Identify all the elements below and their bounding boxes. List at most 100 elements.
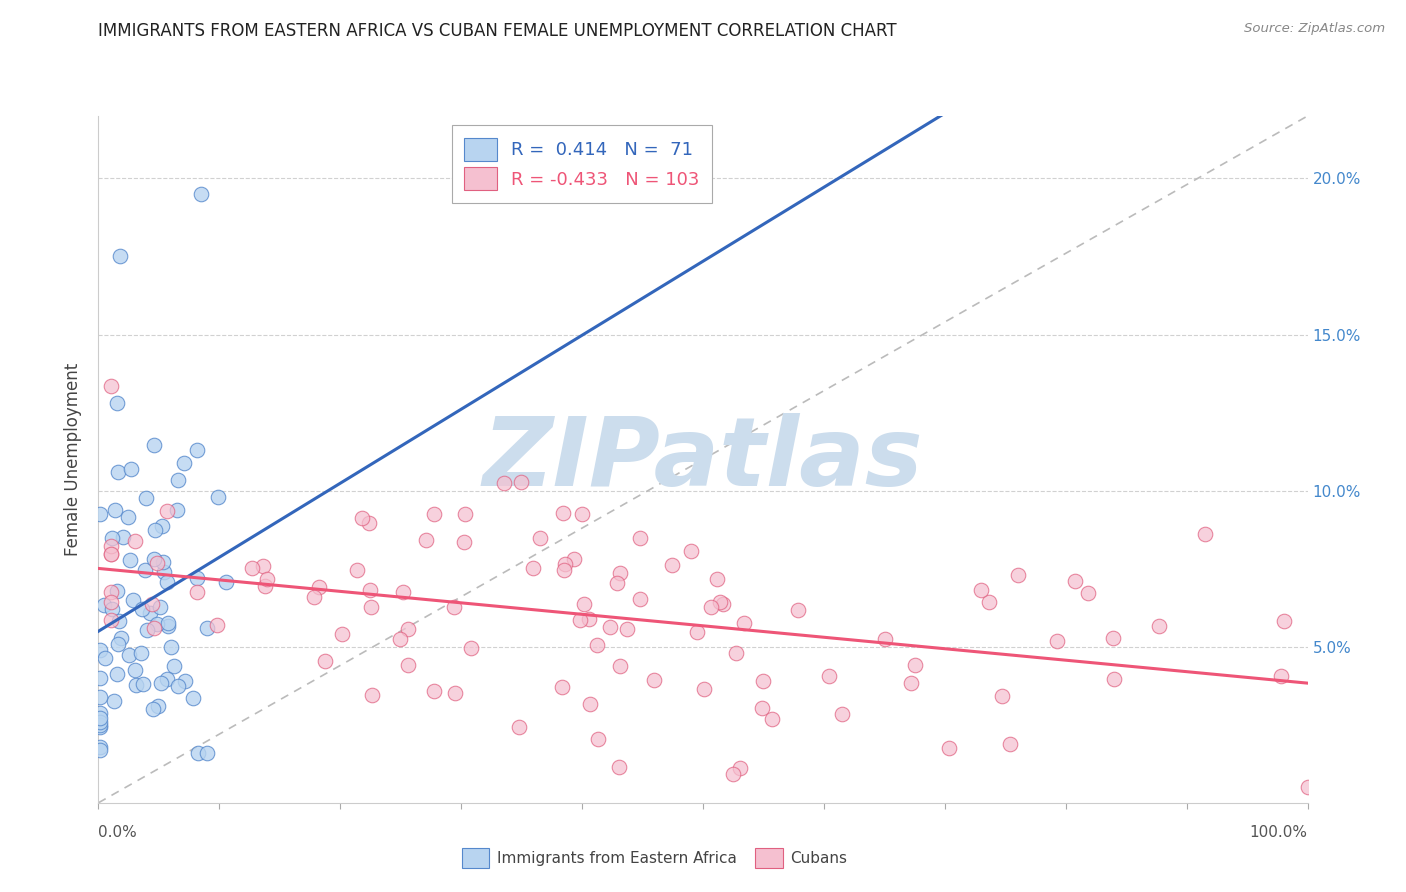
Point xyxy=(89,706,111,720)
Point xyxy=(733,615,755,630)
Point xyxy=(146,616,169,631)
Point xyxy=(149,600,172,615)
Point xyxy=(1007,568,1029,582)
Point xyxy=(124,534,146,549)
Point xyxy=(159,640,181,655)
Point xyxy=(240,561,263,575)
Point xyxy=(100,547,122,561)
Text: ZIPatlas: ZIPatlas xyxy=(482,413,924,506)
Point xyxy=(396,622,419,636)
Point xyxy=(122,593,145,607)
Point xyxy=(1064,574,1087,588)
Point xyxy=(156,575,179,590)
Point xyxy=(786,603,808,617)
Point xyxy=(89,720,111,734)
Point xyxy=(361,688,384,702)
Point xyxy=(553,506,575,520)
Text: 0.0%: 0.0% xyxy=(98,825,138,840)
Point xyxy=(173,456,195,470)
Point xyxy=(150,675,173,690)
Point xyxy=(579,697,602,711)
Point xyxy=(628,531,651,545)
Point xyxy=(186,585,208,599)
Point xyxy=(89,643,111,657)
Point xyxy=(751,701,773,715)
Point xyxy=(643,673,665,687)
Point xyxy=(253,579,276,593)
Point xyxy=(609,566,631,580)
Point xyxy=(195,746,218,760)
Point xyxy=(107,637,129,651)
Point xyxy=(181,691,204,706)
Point xyxy=(156,503,179,517)
Point xyxy=(93,598,115,612)
Point xyxy=(100,601,122,615)
Point xyxy=(101,531,124,545)
Point xyxy=(105,396,128,410)
Point xyxy=(346,563,368,577)
Point xyxy=(752,673,775,688)
Point xyxy=(105,667,128,681)
Point xyxy=(117,509,139,524)
Point xyxy=(396,657,419,672)
Point xyxy=(460,640,482,655)
Point xyxy=(554,558,576,572)
Point xyxy=(1296,780,1319,794)
Point xyxy=(551,680,574,694)
Point xyxy=(453,507,475,521)
Point xyxy=(392,585,415,599)
Point xyxy=(553,563,575,577)
Point xyxy=(818,669,841,683)
Point xyxy=(443,600,465,615)
Point xyxy=(103,694,125,708)
Point xyxy=(100,379,122,393)
Point xyxy=(142,702,165,716)
Point xyxy=(112,530,135,544)
Point xyxy=(124,678,146,692)
Point xyxy=(215,574,238,589)
Point xyxy=(572,597,595,611)
Point xyxy=(599,620,621,634)
Point xyxy=(89,718,111,732)
Point xyxy=(131,602,153,616)
Point xyxy=(166,473,188,487)
Point xyxy=(998,737,1021,751)
Point xyxy=(360,599,382,614)
Point xyxy=(100,539,122,553)
Point xyxy=(444,685,467,699)
Point xyxy=(415,533,437,548)
Point xyxy=(89,739,111,754)
Point xyxy=(256,572,278,586)
Point xyxy=(89,508,111,522)
Point xyxy=(107,465,129,479)
Point xyxy=(100,585,122,599)
Point xyxy=(721,766,744,780)
Point xyxy=(661,558,683,572)
Point xyxy=(761,713,783,727)
Point xyxy=(148,698,170,713)
Point xyxy=(609,658,631,673)
Point xyxy=(120,462,142,476)
Point xyxy=(1272,614,1295,628)
Point xyxy=(110,632,132,646)
Point xyxy=(118,552,141,566)
Point xyxy=(1046,633,1069,648)
Point xyxy=(1077,585,1099,599)
Point xyxy=(938,740,960,755)
Point xyxy=(422,683,444,698)
Point xyxy=(979,594,1001,608)
Point xyxy=(143,524,166,538)
Point xyxy=(152,565,174,579)
Point xyxy=(686,625,709,640)
Point xyxy=(529,532,551,546)
Point xyxy=(89,711,111,725)
Point xyxy=(205,618,228,632)
Point xyxy=(873,632,896,646)
Point xyxy=(103,502,125,516)
Point xyxy=(586,731,609,746)
Point xyxy=(190,187,212,202)
Point xyxy=(969,583,991,598)
Point xyxy=(1270,669,1292,683)
Point xyxy=(89,671,111,685)
Point xyxy=(166,679,188,693)
